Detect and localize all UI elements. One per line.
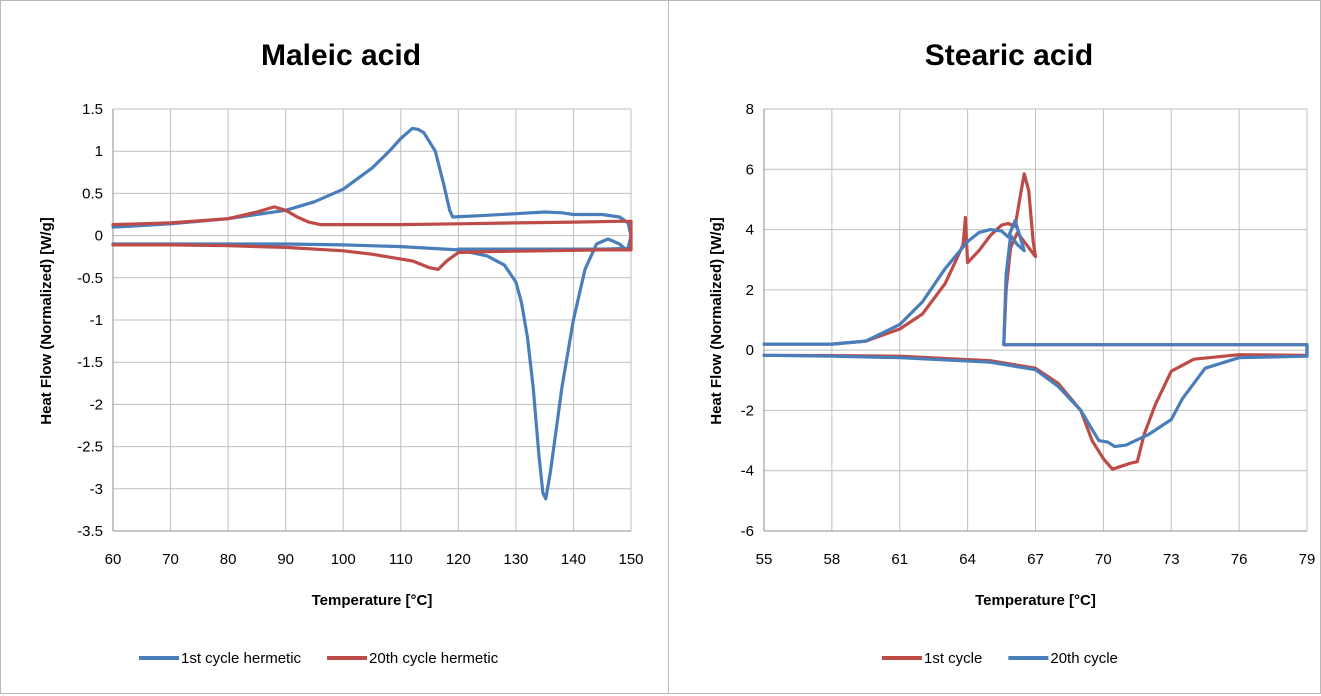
y-axis-label: Heat Flow (Normalized) [W/g] [38, 217, 55, 425]
x-tick-label: 100 [331, 551, 356, 568]
y-tick-label: 0.5 [82, 185, 103, 202]
x-tick-label: 140 [561, 551, 586, 568]
x-tick-label: 60 [105, 551, 122, 568]
series-line-1st-cycle-hermetic [111, 126, 633, 501]
x-tick-label: 55 [756, 551, 773, 568]
y-tick-label: 1 [95, 143, 103, 160]
chart-title: Maleic acid [261, 39, 421, 72]
x-tick-label: 58 [824, 551, 841, 568]
y-tick-label: 1.5 [82, 101, 103, 118]
y-tick-label: 2 [746, 282, 754, 299]
y-tick-label: -3 [90, 481, 103, 498]
x-tick-label: 120 [446, 551, 471, 568]
x-axis-label: Temperature [°C] [975, 592, 1096, 609]
series-line-20th-cycle-hermetic [111, 205, 633, 271]
y-tick-label: 0 [746, 342, 754, 359]
x-tick-label: 110 [389, 551, 413, 568]
y-tick-label: 8 [746, 101, 754, 118]
y-tick-label: -3.5 [77, 523, 103, 540]
legend-label: 20th cycle hermetic [369, 650, 499, 667]
y-tick-label: -2 [741, 402, 754, 419]
y-tick-label: 6 [746, 161, 754, 178]
y-tick-label: -1.5 [77, 354, 103, 371]
series-line-20th-cycle [762, 218, 1309, 449]
legend-label: 20th cycle [1050, 650, 1118, 667]
y-tick-label: 0 [95, 228, 103, 245]
x-tick-label: 61 [891, 551, 908, 568]
y-tick-label: -6 [741, 523, 754, 540]
x-tick-label: 64 [959, 551, 976, 568]
x-tick-label: 130 [503, 551, 528, 568]
x-tick-label: 73 [1163, 551, 1180, 568]
x-tick-label: 79 [1299, 551, 1316, 568]
chart-maleic-acid: Maleic acid 60 70 80 90 100 110 120 130 140 150 1.5… [38, 39, 644, 667]
y-tick-label: 4 [746, 222, 754, 239]
chart-title: Stearic acid [925, 39, 1093, 72]
y-tick-label: -1 [90, 312, 103, 329]
y-tick-label: -2 [90, 396, 103, 413]
x-axis-label: Temperature [°C] [312, 592, 433, 609]
chart-panel-maleic-acid: Maleic acid 60 70 80 90 100 110 120 130 140 150 1.5… [0, 0, 669, 694]
x-tick-label: 76 [1231, 551, 1248, 568]
y-tick-label: -0.5 [77, 270, 103, 287]
x-tick-label: 70 [162, 551, 179, 568]
x-tick-label: 70 [1095, 551, 1112, 568]
y-tick-label: -2.5 [77, 439, 103, 456]
legend-label: 1st cycle [924, 650, 982, 667]
x-tick-label: 90 [277, 551, 294, 568]
x-tick-label: 67 [1027, 551, 1044, 568]
chart-panel-stearic-acid: Stearic acid 55 58 61 64 67 70 73 76 79 8 6 4 2 0 -2 -4-… [668, 0, 1321, 694]
y-tick-label: -4 [741, 463, 754, 480]
legend-label: 1st cycle hermetic [181, 650, 302, 667]
x-tick-label: 80 [220, 551, 237, 568]
x-tick-label: 150 [618, 551, 643, 568]
y-axis-label: Heat Flow (Normalized) [W/g] [708, 217, 725, 425]
